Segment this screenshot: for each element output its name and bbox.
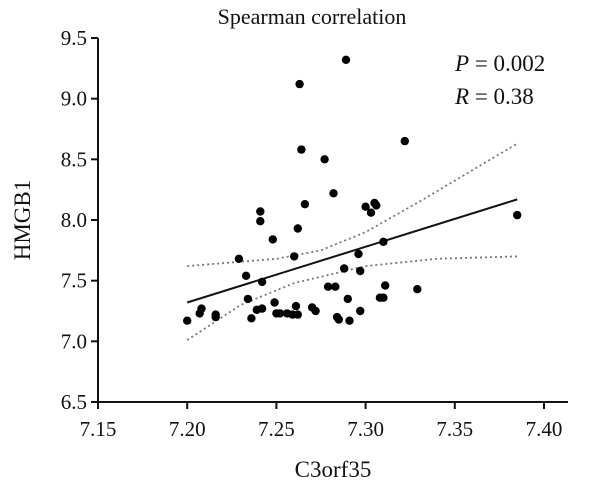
data-point: [297, 145, 306, 154]
data-point: [243, 294, 253, 304]
y-tick-label: 9.5: [61, 26, 87, 50]
data-point: [323, 282, 333, 291]
confidence-band-lower: [186, 255, 518, 341]
data-point: [400, 136, 409, 146]
data-point: [513, 210, 522, 220]
r-value-annotation: R = 0.38: [454, 84, 534, 109]
data-point: [345, 316, 354, 325]
data-point: [356, 266, 365, 276]
data-point: [320, 155, 329, 164]
data-point: [340, 264, 349, 273]
data-point: [268, 235, 277, 244]
data-point: [329, 189, 338, 198]
data-point: [379, 293, 388, 302]
x-tick-label: 7.35: [436, 417, 473, 441]
data-point: [257, 304, 267, 313]
data-point: [343, 294, 352, 304]
y-tick-label: 9.0: [61, 87, 87, 111]
p-value-annotation: P = 0.002: [454, 51, 545, 76]
plot-area: 6.57.07.58.08.59.09.5 7.15 7.20 7.25 7.30 7.…: [61, 26, 568, 441]
data-point: [300, 200, 310, 209]
data-point: [334, 315, 343, 324]
x-tick-label: 7.20: [169, 417, 206, 441]
confidence-bands: [186, 142, 518, 341]
y-tick-label: 7.5: [61, 269, 87, 293]
data-point: [341, 55, 351, 64]
data-point: [270, 298, 279, 307]
data-point: [256, 217, 265, 226]
data-point: [197, 304, 206, 313]
data-point: [295, 79, 304, 89]
data-point: [241, 271, 251, 280]
confidence-band-upper: [187, 142, 518, 267]
regression-line: [186, 198, 518, 304]
x-tick-label: 7.40: [526, 417, 563, 441]
p-value: = 0.002: [475, 51, 545, 76]
data-point: [354, 249, 363, 259]
y-axis-label: HMGB1: [10, 180, 35, 261]
data-point: [413, 285, 422, 294]
data-point: [291, 301, 301, 311]
x-axis-label: C3orf35: [295, 457, 372, 482]
data-point: [183, 316, 192, 325]
r-symbol: R: [454, 84, 469, 109]
x-tick-label: 7.15: [80, 417, 117, 441]
data-point: [211, 310, 220, 319]
y-tick-label: 8.5: [61, 147, 87, 171]
data-point: [331, 282, 340, 291]
x-tick-label: 7.25: [258, 417, 295, 441]
data-point: [290, 252, 299, 261]
data-points: [183, 55, 522, 325]
y-tick-label: 8.0: [61, 208, 87, 232]
data-point: [366, 208, 376, 217]
data-point: [356, 306, 365, 316]
data-point: [256, 207, 265, 216]
y-tick-label: 6.5: [61, 390, 87, 414]
data-point: [275, 309, 285, 318]
y-axis-ticks: 6.5 7.0 7.5 8.0 8.5 9.0 9.5: [61, 26, 98, 414]
data-point: [257, 277, 267, 287]
p-symbol: P: [454, 51, 469, 76]
data-point: [381, 281, 390, 290]
data-point: [372, 201, 381, 210]
data-point: [293, 224, 302, 233]
data-point: [379, 237, 388, 246]
x-tick-label: 7.30: [347, 417, 384, 441]
r-value: = 0.38: [475, 84, 534, 109]
data-point: [311, 306, 320, 316]
y-tick-label: 7.0: [61, 329, 87, 353]
x-axis-ticks: 7.15 7.20 7.25 7.30 7.35 7.40: [80, 402, 563, 441]
regression-line-group: [186, 198, 518, 304]
chart-title: Spearman correlation: [218, 4, 407, 29]
data-point: [361, 202, 370, 211]
data-point: [234, 254, 244, 263]
data-point: [247, 314, 256, 323]
data-point: [293, 310, 302, 319]
